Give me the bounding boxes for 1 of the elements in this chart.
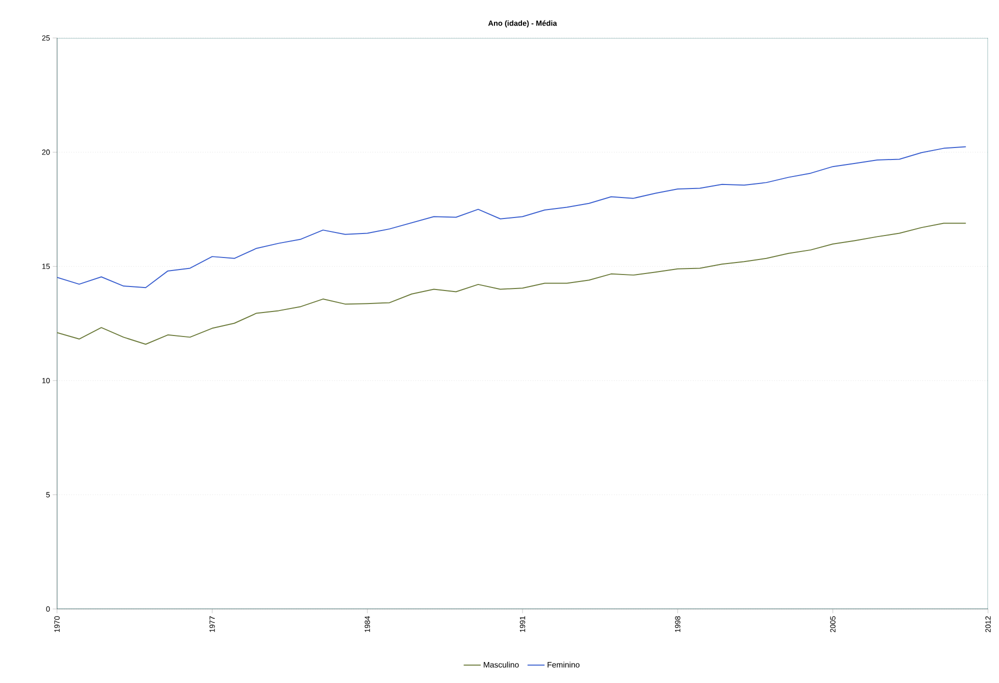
line-series bbox=[57, 222, 966, 345]
